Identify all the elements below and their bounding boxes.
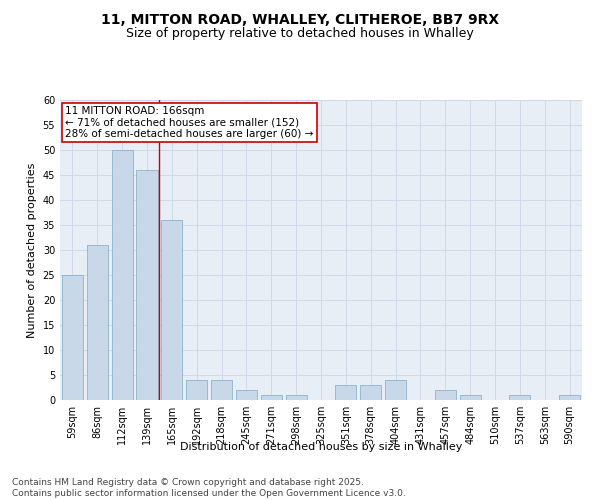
Bar (286, 395, 307, 400)
Text: Contains HM Land Registry data © Crown copyright and database right 2025.
Contai: Contains HM Land Registry data © Crown c… (12, 478, 406, 498)
Bar (62, 275, 83, 400)
Bar (211, 380, 232, 400)
Text: 11, MITTON ROAD, WHALLEY, CLITHEROE, BB7 9RX: 11, MITTON ROAD, WHALLEY, CLITHEROE, BB7… (101, 12, 499, 26)
Text: Size of property relative to detached houses in Whalley: Size of property relative to detached ho… (126, 28, 474, 40)
Bar (112, 150, 133, 400)
Bar (236, 390, 257, 400)
Bar (335, 385, 356, 400)
Bar (360, 385, 381, 400)
Bar (385, 380, 406, 400)
Bar (261, 395, 282, 400)
Bar (559, 395, 580, 400)
Bar (435, 390, 456, 400)
Bar (136, 170, 158, 400)
Y-axis label: Number of detached properties: Number of detached properties (27, 162, 37, 338)
Text: 11 MITTON ROAD: 166sqm
← 71% of detached houses are smaller (152)
28% of semi-de: 11 MITTON ROAD: 166sqm ← 71% of detached… (65, 106, 314, 139)
Bar (186, 380, 207, 400)
Bar (161, 220, 182, 400)
Bar (87, 245, 108, 400)
Bar (509, 395, 530, 400)
Bar (460, 395, 481, 400)
Text: Distribution of detached houses by size in Whalley: Distribution of detached houses by size … (180, 442, 462, 452)
